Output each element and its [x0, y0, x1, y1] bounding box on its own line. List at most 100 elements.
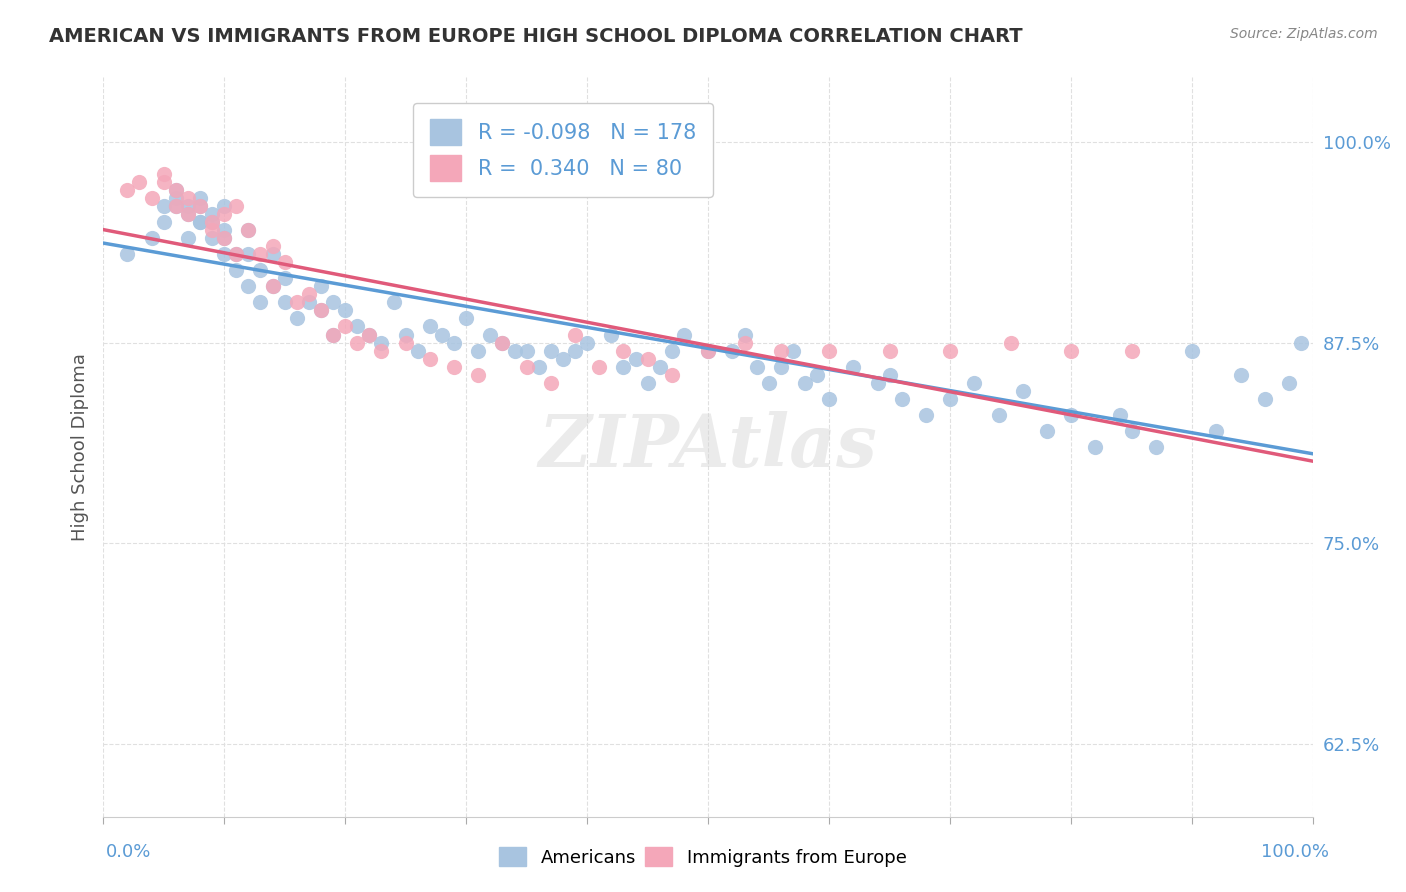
Legend: R = -0.098   N = 178, R =  0.340   N = 80: R = -0.098 N = 178, R = 0.340 N = 80 [413, 103, 713, 197]
Legend: Americans, Immigrants from Europe: Americans, Immigrants from Europe [492, 840, 914, 874]
Point [818, 392, 841, 406]
Point [745, 359, 768, 374]
Point [128, 175, 150, 189]
Point [648, 359, 671, 374]
Point [249, 295, 271, 310]
Point [1060, 408, 1083, 422]
Text: ZIPAtlas: ZIPAtlas [538, 411, 877, 483]
Text: Source: ZipAtlas.com: Source: ZipAtlas.com [1230, 27, 1378, 41]
Point [697, 343, 720, 358]
Point [564, 327, 586, 342]
Point [201, 215, 224, 229]
Point [987, 408, 1010, 422]
Point [370, 335, 392, 350]
Point [588, 359, 610, 374]
Point [456, 311, 478, 326]
Point [273, 255, 295, 269]
Point [721, 343, 744, 358]
Point [419, 319, 441, 334]
Point [249, 247, 271, 261]
Point [637, 351, 659, 366]
Point [1254, 392, 1277, 406]
Point [734, 335, 756, 350]
Point [1036, 424, 1059, 438]
Point [890, 392, 912, 406]
Point [491, 335, 513, 350]
Point [1121, 424, 1143, 438]
Point [758, 376, 780, 390]
Point [769, 359, 792, 374]
Point [516, 359, 538, 374]
Point [395, 335, 418, 350]
Point [612, 359, 634, 374]
Point [188, 199, 211, 213]
Point [467, 368, 489, 382]
Point [1011, 384, 1033, 398]
Point [600, 327, 623, 342]
Point [298, 295, 321, 310]
Point [939, 343, 962, 358]
Point [672, 327, 695, 342]
Point [273, 271, 295, 285]
Point [734, 327, 756, 342]
Point [225, 199, 247, 213]
Point [963, 376, 986, 390]
Point [479, 327, 502, 342]
Point [262, 247, 284, 261]
Point [298, 287, 321, 301]
Point [818, 343, 841, 358]
Point [564, 343, 586, 358]
Point [806, 368, 828, 382]
Point [939, 392, 962, 406]
Point [188, 191, 211, 205]
Point [491, 335, 513, 350]
Y-axis label: High School Diploma: High School Diploma [72, 353, 89, 541]
Point [188, 215, 211, 229]
Point [212, 223, 235, 237]
Point [262, 239, 284, 253]
Point [188, 199, 211, 213]
Point [225, 247, 247, 261]
Point [540, 343, 562, 358]
Point [769, 343, 792, 358]
Text: 0.0%: 0.0% [105, 843, 150, 861]
Point [443, 359, 465, 374]
Point [395, 327, 418, 342]
Point [551, 351, 574, 366]
Point [1108, 408, 1130, 422]
Point [576, 335, 599, 350]
Point [370, 343, 392, 358]
Point [1144, 440, 1167, 454]
Point [238, 223, 260, 237]
Point [188, 215, 211, 229]
Point [540, 376, 562, 390]
Point [346, 319, 368, 334]
Point [225, 263, 247, 277]
Point [117, 183, 139, 197]
Point [152, 199, 174, 213]
Point [177, 231, 200, 245]
Point [152, 175, 174, 189]
Point [346, 335, 368, 350]
Point [624, 351, 647, 366]
Point [141, 191, 163, 205]
Point [359, 327, 381, 342]
Point [273, 295, 295, 310]
Point [165, 191, 187, 205]
Point [201, 223, 224, 237]
Point [661, 343, 683, 358]
Point [430, 327, 453, 342]
Point [165, 183, 187, 197]
Point [177, 207, 200, 221]
Point [165, 199, 187, 213]
Point [333, 319, 356, 334]
Point [1229, 368, 1251, 382]
Point [1084, 440, 1107, 454]
Point [225, 247, 247, 261]
Point [1000, 335, 1022, 350]
Point [382, 295, 405, 310]
Point [309, 303, 332, 318]
Point [503, 343, 526, 358]
Point [661, 368, 683, 382]
Point [1060, 343, 1083, 358]
